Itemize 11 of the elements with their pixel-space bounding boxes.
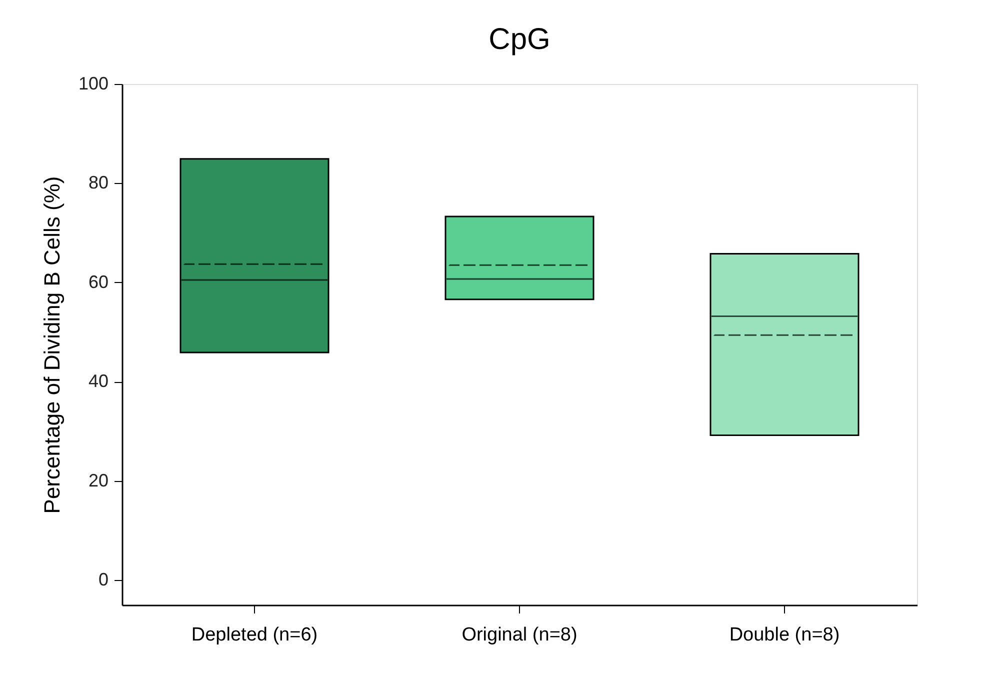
y-tick-label: 0 (98, 570, 108, 590)
x-tick-label: Double (n=8) (729, 624, 840, 646)
y-tick-label: 20 (88, 470, 108, 490)
x-tick-label: Depleted (n=6) (191, 624, 318, 646)
y-tick-label: 100 (78, 74, 108, 94)
y-tick-label: 80 (88, 172, 108, 193)
y-tick-label: 60 (88, 272, 108, 292)
chart-title: CpG (488, 23, 550, 56)
y-axis-title: Percentage of Dividing B Cells (%) (39, 176, 64, 514)
x-tick-label: Original (n=8) (462, 624, 578, 646)
y-tick-label: 40 (88, 371, 108, 392)
